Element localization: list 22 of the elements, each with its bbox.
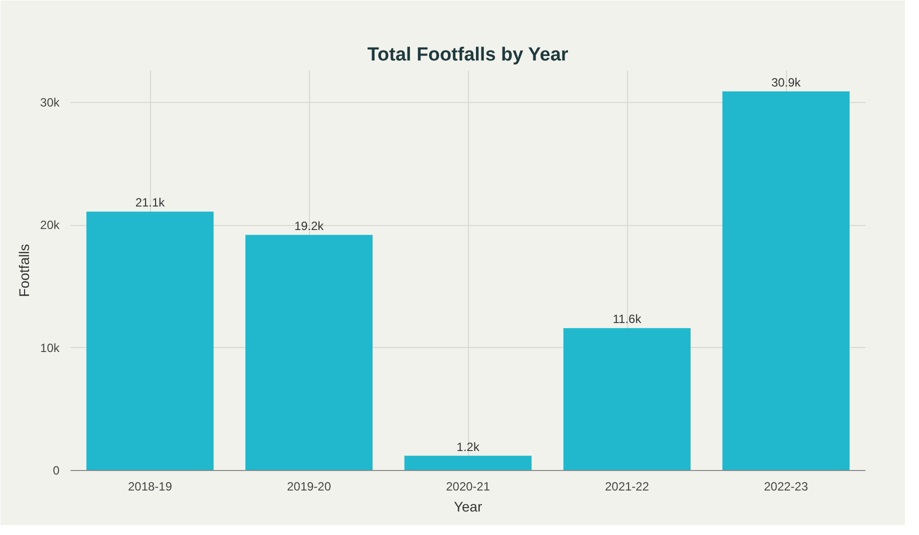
y-tick-label: 0 <box>52 464 60 478</box>
chart-title: Total Footfalls by Year <box>367 44 569 66</box>
y-axis-title: Footfalls <box>16 244 32 297</box>
y-tick-label: 10k <box>40 340 60 355</box>
bar <box>86 212 214 470</box>
bar <box>404 456 532 470</box>
y-tick-label: 20k <box>40 218 60 232</box>
x-tick-label: 2018-19 <box>128 480 172 494</box>
bar <box>563 328 691 470</box>
data-label: 1.2k <box>456 440 480 454</box>
x-tick-label: 2021-22 <box>604 480 650 494</box>
x-axis-title: Year <box>454 498 482 514</box>
data-label: 21.1k <box>135 196 166 210</box>
data-label: 19.2k <box>294 218 325 233</box>
data-label: 11.6k <box>612 312 642 326</box>
x-tick-label: 2019-20 <box>286 480 332 494</box>
x-tick-label: 2020-21 <box>446 480 490 494</box>
bar <box>722 91 850 470</box>
bar <box>245 234 373 470</box>
y-tick-label: 30k <box>40 95 60 110</box>
data-label: 30.9k <box>771 75 802 90</box>
x-tick-label: 2022-23 <box>764 480 808 494</box>
